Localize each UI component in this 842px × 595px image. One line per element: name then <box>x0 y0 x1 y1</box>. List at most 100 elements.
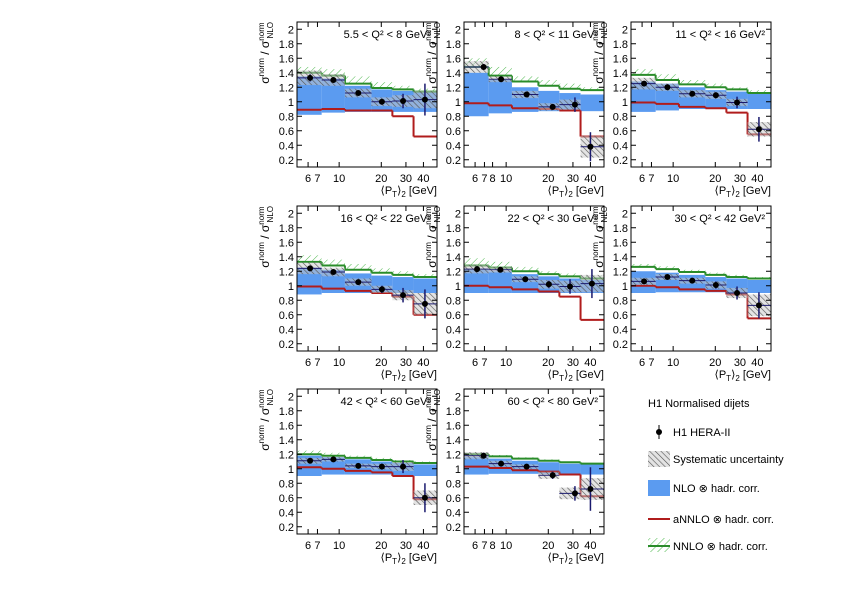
x-tick-label: 30 <box>734 173 746 185</box>
x-tick-label: 6 <box>305 357 311 369</box>
panel-title: 16 < Q² < 22 GeV² <box>341 213 432 225</box>
y-tick-label: 0.8 <box>279 295 294 307</box>
x-axis-label-part: ⟨P <box>381 369 393 381</box>
data-point <box>498 460 505 467</box>
frame <box>463 21 605 168</box>
nnlo-band <box>321 69 345 76</box>
x-tick-label: 30 <box>400 540 412 552</box>
x-tick-label: 7 <box>648 357 654 369</box>
data-point <box>587 486 594 493</box>
legend-label: NNLO ⊗ hadr. corr. <box>673 541 768 553</box>
x-tick-label: 20 <box>542 173 554 185</box>
y-tick-label: 2 <box>288 24 294 36</box>
y-tick-label: 1 <box>288 97 294 109</box>
y-axis-label: σnorm / σnormNLO <box>257 389 275 451</box>
x-axis-label-part: [GeV] <box>573 185 604 197</box>
x-tick-label: 10 <box>500 357 512 369</box>
y-tick-label: 1.6 <box>279 53 294 65</box>
y-tick-label: 0.2 <box>613 155 628 167</box>
data-point <box>307 457 314 464</box>
data-point <box>523 91 530 98</box>
x-tick-label: 10 <box>500 540 512 552</box>
x-axis-label-part: ⟩ <box>731 369 735 381</box>
x-axis-label-part: [GeV] <box>573 552 604 564</box>
y-axis-label-part: / σ <box>258 224 272 242</box>
y-tick-label: 0.2 <box>279 339 294 351</box>
y-axis-label-part: σ <box>425 260 439 268</box>
nnlo-band <box>726 87 748 90</box>
x-axis-label-part: T <box>559 557 564 566</box>
y-tick-label: 1.8 <box>446 223 461 235</box>
x-axis-label-part: [GeV] <box>406 185 437 197</box>
panel-title: 8 < Q² < 11 GeV² <box>514 29 598 41</box>
y-tick-label: 1.2 <box>613 266 628 278</box>
data-point <box>522 276 529 283</box>
y-axis-label: σnorm / σnormNLO <box>257 206 275 268</box>
y-tick-label: 1.2 <box>279 449 294 461</box>
y-tick-label: 1 <box>455 464 461 476</box>
x-axis-label-part: 2 <box>568 557 573 566</box>
y-tick-label: 0.8 <box>446 478 461 490</box>
x-axis-label: ⟨PT⟩2 [GeV] <box>381 185 437 199</box>
x-tick-label: 10 <box>333 173 345 185</box>
y-tick-label: 0.4 <box>279 507 294 519</box>
panel-title: 22 < Q² < 30 GeV² <box>508 213 599 225</box>
x-axis-label-part: 2 <box>401 374 406 383</box>
nlo-band <box>747 279 771 293</box>
data-point <box>755 126 762 133</box>
x-tick-label: 6 <box>472 357 478 369</box>
x-tick-label: 10 <box>333 540 345 552</box>
nnlo-band <box>678 269 706 272</box>
y-tick-label: 1.6 <box>446 420 461 432</box>
x-tick-label: 20 <box>375 357 387 369</box>
data-point <box>400 463 407 470</box>
y-axis-label-part: norm <box>591 206 600 225</box>
x-tick-label: 10 <box>667 173 679 185</box>
y-tick-label: 0.6 <box>279 310 294 322</box>
y-tick-label: 1.8 <box>613 223 628 235</box>
data-point <box>400 292 407 299</box>
data-point <box>480 63 487 70</box>
data-point <box>664 274 671 281</box>
x-axis-label-part: [GeV] <box>406 369 437 381</box>
nnlo-band <box>297 450 322 455</box>
nlo-band <box>538 462 560 474</box>
y-tick-label: 1.2 <box>613 82 628 94</box>
x-axis-label-part: ⟨P <box>548 369 560 381</box>
nlo-band <box>580 94 604 112</box>
y-axis-label-part: / σ <box>425 40 439 58</box>
x-tick-label: 10 <box>667 357 679 369</box>
nlo-band <box>413 464 437 476</box>
data-point <box>755 302 762 309</box>
y-axis-label-part: σ <box>258 260 272 268</box>
x-tick-label: 30 <box>567 540 579 552</box>
data-point <box>498 76 505 83</box>
y-tick-label: 1 <box>288 464 294 476</box>
y-axis-label-part: NLO <box>266 22 275 38</box>
x-tick-label: 40 <box>751 357 763 369</box>
y-tick-label: 0.8 <box>279 111 294 123</box>
y-tick-label: 0.2 <box>613 339 628 351</box>
data-point <box>355 279 362 286</box>
y-tick-label: 2 <box>622 208 628 220</box>
data-point <box>330 456 337 463</box>
y-tick-label: 1.6 <box>279 420 294 432</box>
frame <box>296 21 438 168</box>
nnlo-band <box>705 272 727 275</box>
y-axis-label-part: norm <box>424 389 433 408</box>
y-axis-label-part: norm <box>591 58 600 77</box>
y-tick-label: 0.6 <box>613 310 628 322</box>
y-tick-label: 1.6 <box>279 237 294 249</box>
y-tick-label: 1.8 <box>279 223 294 235</box>
data-point <box>307 265 314 272</box>
data-point <box>571 101 578 108</box>
x-tick-label: 6 <box>305 540 311 552</box>
nnlo-band <box>413 274 437 278</box>
panel: 0.2 0.4 0.6 0.8 1 1.2 1.4 1.6 1.8 2 6 7 10 20 30 40 30 <… <box>591 205 772 383</box>
data-point <box>567 283 574 290</box>
x-axis-label-part: 2 <box>401 190 406 199</box>
y-tick-label: 1 <box>622 281 628 293</box>
y-tick-label: 2 <box>455 208 461 220</box>
y-tick-label: 1.4 <box>446 252 461 264</box>
data-point <box>480 452 487 459</box>
